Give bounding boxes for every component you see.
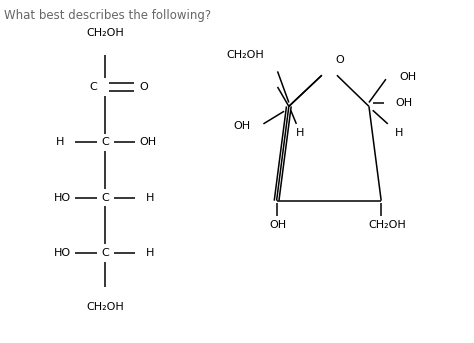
Text: CH₂OH: CH₂OH xyxy=(86,302,124,312)
Text: CH₂OH: CH₂OH xyxy=(86,28,124,38)
Text: C: C xyxy=(90,82,98,92)
Text: OH: OH xyxy=(233,121,250,131)
Text: HO: HO xyxy=(54,248,71,258)
Text: OH: OH xyxy=(399,72,416,82)
Text: What best describes the following?: What best describes the following? xyxy=(4,9,211,22)
Text: O: O xyxy=(139,82,148,92)
Text: H: H xyxy=(146,193,154,203)
Text: OH: OH xyxy=(395,98,412,108)
Text: CH₂OH: CH₂OH xyxy=(368,220,406,230)
Text: H: H xyxy=(56,137,64,147)
Text: C: C xyxy=(101,193,109,203)
Text: CH₂OH: CH₂OH xyxy=(227,50,264,60)
Text: H: H xyxy=(395,128,404,138)
Text: O: O xyxy=(335,55,344,64)
Text: OH: OH xyxy=(269,220,286,230)
Text: C: C xyxy=(101,137,109,147)
Text: HO: HO xyxy=(54,193,71,203)
Text: H: H xyxy=(146,248,154,258)
Text: OH: OH xyxy=(139,137,156,147)
Text: C: C xyxy=(101,248,109,258)
Text: H: H xyxy=(296,128,305,138)
